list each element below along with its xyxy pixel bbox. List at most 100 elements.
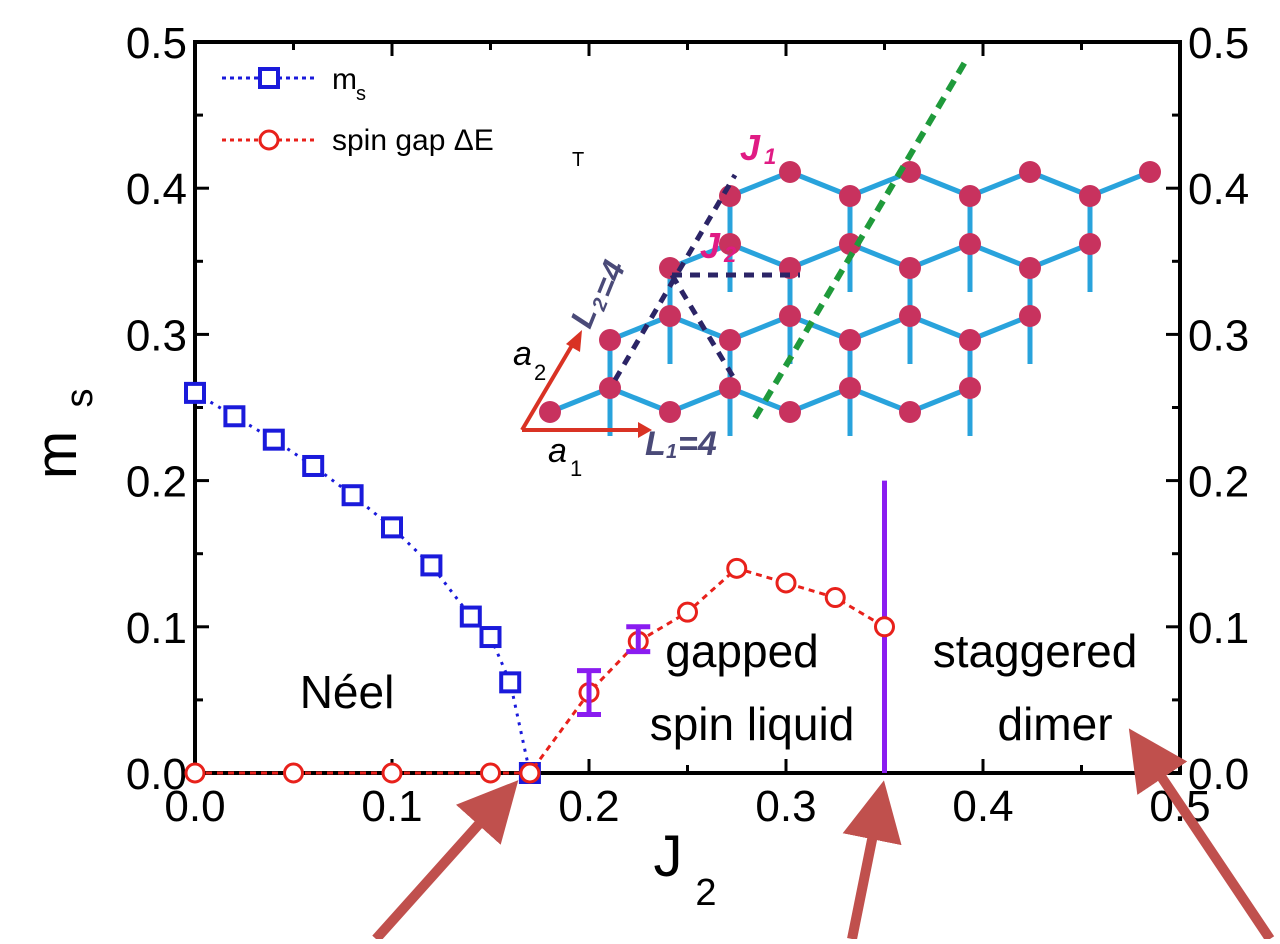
- series-gap-marker: [184, 762, 206, 784]
- label-J1-sub: 1: [764, 144, 776, 169]
- lattice-site: [899, 305, 921, 327]
- dashed-L2: [612, 173, 738, 382]
- x-tick-label: 0.1: [361, 782, 422, 831]
- y-axis-title: m s: [24, 389, 101, 480]
- y-tick-label-left: 0.1: [126, 604, 187, 653]
- series-gap-marker: [775, 572, 797, 594]
- vector-a1-head: [638, 422, 652, 438]
- label-J2-sub: 2: [723, 242, 737, 267]
- legend: m s spin gap ΔE T: [222, 63, 584, 171]
- region-dimer-line2: dimer: [997, 698, 1112, 750]
- lattice-site: [719, 233, 741, 255]
- region-spin-liquid-line1: gapped: [665, 625, 819, 677]
- lattice-site: [959, 233, 981, 255]
- label-J1: J: [740, 127, 761, 168]
- series-ms-marker: [381, 516, 403, 539]
- region-spin-liquid-line2: spin liquid: [650, 698, 855, 750]
- lattice-site: [779, 161, 801, 183]
- y-tick-label-left: 0.3: [126, 311, 187, 360]
- region-labels: Néel gapped spin liquid staggered dimer: [300, 625, 1138, 750]
- y-tick-label-right: 0.5: [1188, 19, 1249, 68]
- lattice-site: [899, 401, 921, 423]
- y-tick-label-right: 0.4: [1188, 165, 1249, 214]
- legend-ms-label: m: [332, 63, 357, 96]
- annotation-arrows: [372, 728, 1275, 943]
- legend-ms-sub: s: [356, 83, 366, 105]
- legend-ms-marker: [258, 67, 280, 89]
- x-tick-label: 0.2: [558, 782, 619, 831]
- x-axis-title: J 2: [654, 824, 717, 914]
- lattice-site: [959, 185, 981, 207]
- y-tick-label-left: 0.0: [126, 750, 187, 799]
- region-neel-label: Néel: [300, 666, 395, 718]
- lattice-site: [1019, 257, 1041, 279]
- series-ms-marker: [420, 554, 443, 577]
- lattice-site: [719, 329, 741, 351]
- series-gap-marker: [677, 601, 698, 623]
- series-gap-marker: [519, 762, 541, 784]
- series-gap-line: [195, 566, 886, 775]
- series-ms-marker: [499, 671, 522, 694]
- legend-gap-sub: T: [572, 149, 584, 171]
- lattice-site: [659, 401, 681, 423]
- lattice-site: [779, 401, 801, 423]
- lattice-site: [1019, 161, 1041, 183]
- lattice-site: [659, 305, 681, 327]
- series-ms-marker: [184, 381, 206, 404]
- series-layer: [184, 381, 895, 784]
- vector-a2: [520, 340, 576, 432]
- dashed-J2b: [669, 273, 738, 382]
- x-axis-title-main: J: [654, 824, 683, 889]
- lattice-site: [839, 377, 861, 399]
- lattice-site: [779, 305, 801, 327]
- arrow-transition-2: [842, 780, 902, 940]
- series-gap-marker: [874, 616, 895, 638]
- x-tick-label: 0.0: [164, 782, 225, 831]
- x-tick-label: 0.4: [952, 782, 1013, 831]
- y-tick-label-left: 0.4: [126, 165, 187, 214]
- y-tick-label-right: 0.3: [1188, 311, 1249, 360]
- lattice-site: [1139, 161, 1161, 183]
- lattice-site: [839, 185, 861, 207]
- y-tick-label-left: 0.2: [126, 458, 187, 507]
- arrow-dimer-region: [1128, 728, 1275, 942]
- lattice-site: [899, 161, 921, 183]
- series-ms-marker: [302, 454, 325, 477]
- lattice-site: [839, 233, 861, 255]
- label-a2: a: [513, 335, 532, 373]
- lattice-site: [539, 401, 561, 423]
- series-ms-marker: [223, 405, 246, 428]
- lattice-site: [959, 377, 981, 399]
- lattice-site: [599, 329, 621, 351]
- region-dimer-line1: staggered: [933, 625, 1138, 677]
- lattice-site: [1079, 233, 1101, 255]
- series-gap-marker: [283, 762, 304, 784]
- lattice-site: [1079, 185, 1101, 207]
- tick-labels: 0.00.10.20.30.40.50.00.00.10.10.20.20.30…: [126, 19, 1249, 831]
- legend-gap-label: spin gap ΔE: [332, 124, 494, 157]
- label-L1: L: [645, 425, 666, 463]
- label-J2: J: [700, 225, 721, 266]
- y-axis-title-sub: s: [59, 389, 101, 408]
- legend-gap-marker: [258, 129, 280, 151]
- lattice-site: [899, 257, 921, 279]
- honeycomb-lattice-inset: J 1J 2L 1 =4L2=4a 1a 2: [513, 60, 1161, 481]
- lattice-site: [719, 377, 741, 399]
- label-L1-sub: 1: [666, 441, 677, 463]
- dashed-cut: [752, 60, 968, 420]
- series-ms-marker: [341, 484, 364, 507]
- series-gap-marker: [381, 762, 403, 784]
- label-a2-sub: 2: [534, 360, 546, 385]
- vector-a2-head: [566, 330, 582, 352]
- lattice-site: [599, 377, 621, 399]
- series-gap-marker: [480, 762, 501, 784]
- y-axis-title-main: m: [24, 431, 89, 479]
- label-a1-sub: 1: [570, 456, 582, 481]
- series-ms-marker: [262, 428, 285, 451]
- series-gap-marker: [726, 557, 748, 579]
- x-tick-label: 0.3: [755, 782, 816, 831]
- y-tick-label-right: 0.1: [1188, 604, 1249, 653]
- label-L1-val: =4: [678, 425, 717, 463]
